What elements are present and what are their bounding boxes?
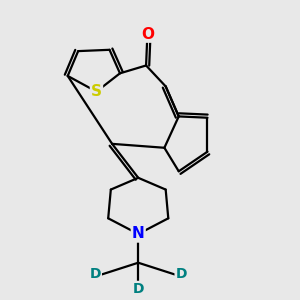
Text: D: D	[133, 282, 144, 296]
Text: D: D	[176, 268, 187, 281]
Text: S: S	[91, 84, 102, 99]
Text: O: O	[141, 27, 154, 42]
Text: N: N	[132, 226, 145, 242]
Text: D: D	[89, 268, 101, 281]
